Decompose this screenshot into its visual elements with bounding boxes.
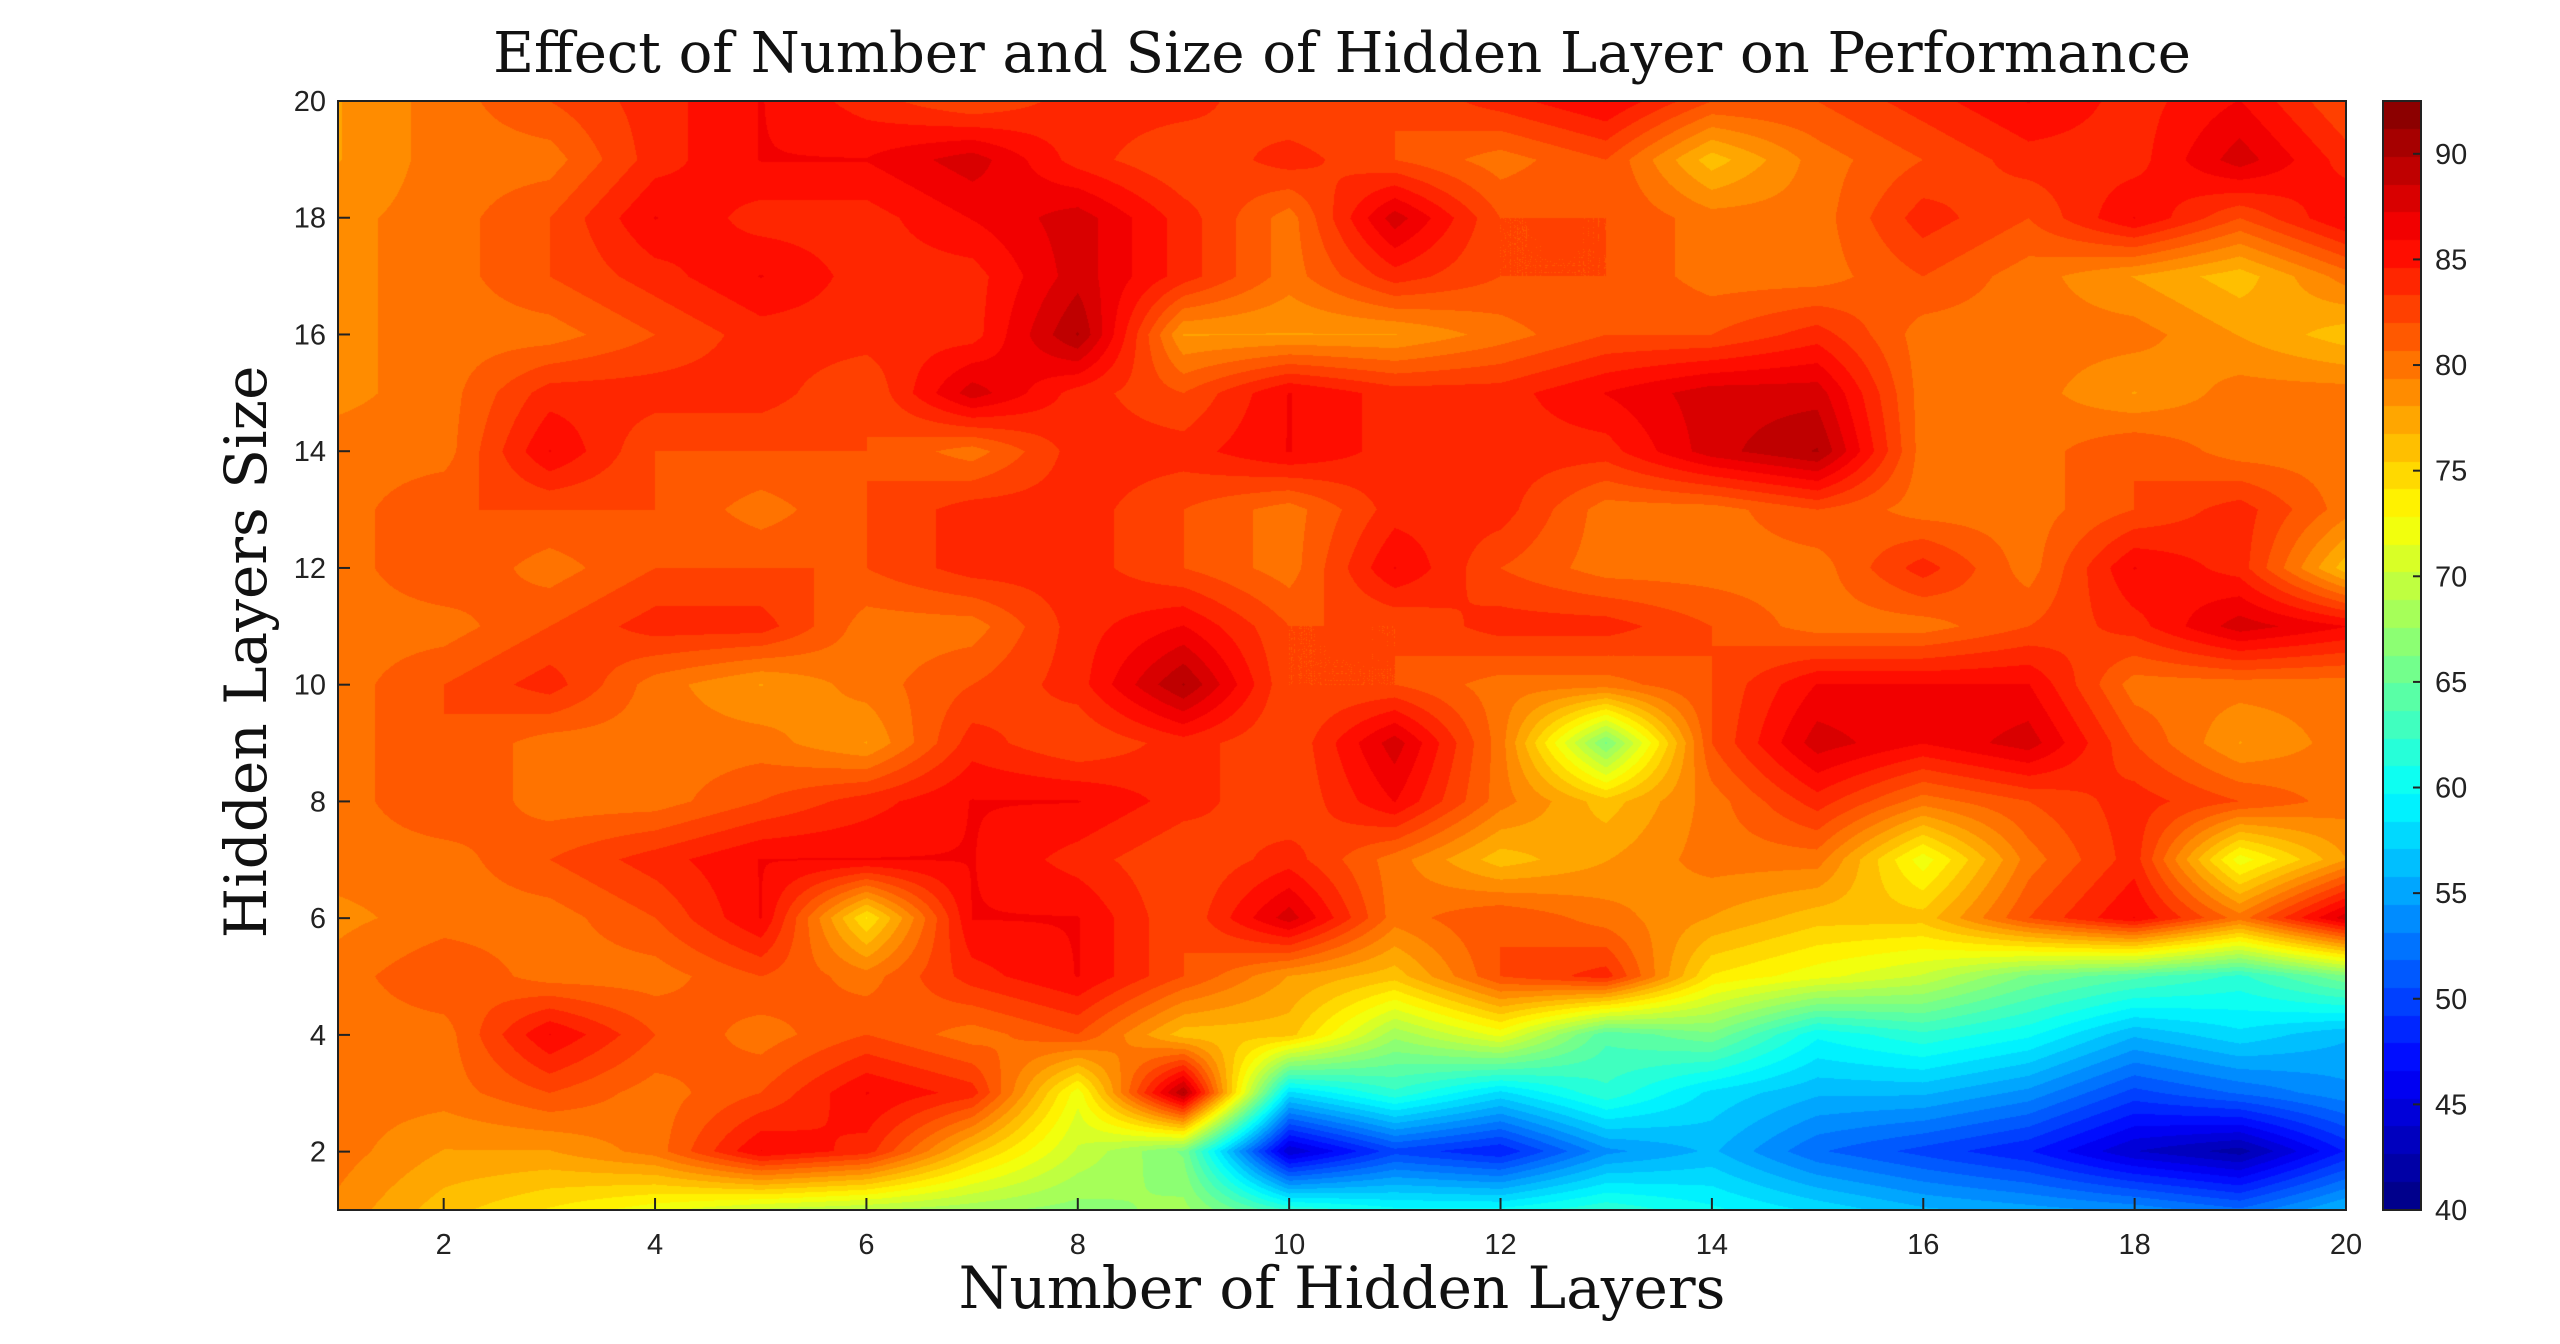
x-tick-label: 18: [2118, 1229, 2150, 1261]
colorbar-tick-label: 75: [2435, 456, 2467, 488]
y-tick-label: 8: [310, 786, 326, 818]
x-tick-label: 20: [2330, 1229, 2362, 1261]
colorbar-tick-label: 70: [2435, 561, 2467, 593]
y-tick-label: 14: [294, 436, 326, 468]
x-tick-label: 6: [858, 1229, 874, 1261]
y-tick-label: 16: [294, 319, 326, 351]
colorbar-tick-label: 55: [2435, 878, 2467, 910]
y-tick-label: 18: [294, 203, 326, 235]
y-tick-label: 4: [310, 1020, 326, 1052]
colorbar-tick-label: 65: [2435, 667, 2467, 699]
x-axis-label: Number of Hidden Layers: [959, 1254, 1726, 1322]
y-tick-label: 10: [294, 670, 326, 702]
x-tick-label: 14: [1696, 1229, 1728, 1261]
colorbar-tick-label: 40: [2435, 1195, 2467, 1227]
y-tick-label: 12: [294, 553, 326, 585]
chart-title: Effect of Number and Size of Hidden Laye…: [493, 21, 2191, 86]
x-tick-label: 2: [436, 1229, 452, 1261]
plot-frame: [337, 100, 2347, 1211]
colorbar-tick-label: 60: [2435, 773, 2467, 805]
x-tick-label: 8: [1070, 1229, 1086, 1261]
colorbar-tick-label: 80: [2435, 350, 2467, 382]
colorbar-tick-label: 50: [2435, 984, 2467, 1016]
y-axis-label: Hidden Layers Size: [212, 366, 280, 939]
colorbar-ticks: 40 45 50 55 60 65 70 75 80 85 90: [2413, 139, 2467, 1227]
colorbar-tick-label: 85: [2435, 244, 2467, 276]
colorbar-tick-label: 45: [2435, 1089, 2467, 1121]
colorbar-gradient: [2383, 101, 2421, 1210]
x-tick-label: 10: [1273, 1229, 1305, 1261]
x-tick-label: 12: [1484, 1229, 1516, 1261]
heatmap-surface: [338, 101, 2346, 1210]
y-tick-label: 6: [310, 903, 326, 935]
x-axis-ticks: 2 4 6 8 10 12 14 16 18 20: [436, 1198, 2362, 1261]
x-tick-label: 16: [1907, 1229, 1939, 1261]
y-tick-label: 2: [310, 1137, 326, 1169]
x-tick-label: 4: [647, 1229, 663, 1261]
plot-area: [337, 100, 2347, 1211]
y-axis-ticks: 2 4 6 8 10 12 14 16 18 20: [294, 86, 350, 1169]
y-tick-label: 20: [294, 86, 326, 118]
colorbar: 40 45 50 55 60 65 70 75 80 85 90: [2382, 100, 2467, 1227]
colorbar-frame: [2382, 100, 2422, 1211]
colorbar-tick-label: 90: [2435, 139, 2467, 171]
